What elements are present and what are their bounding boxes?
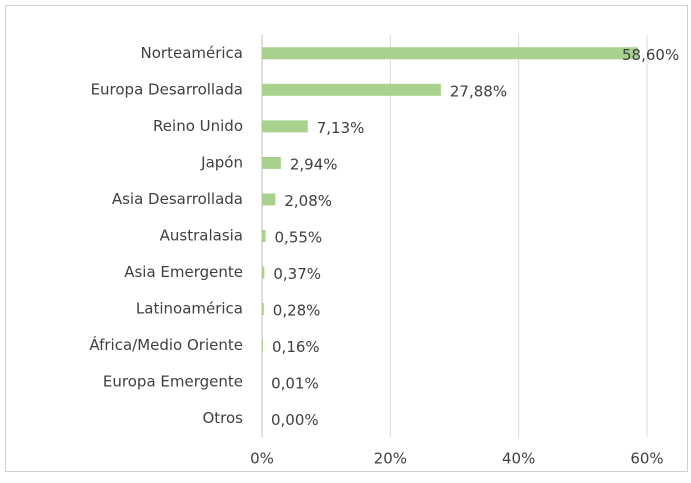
data-label: 0,00%	[271, 411, 319, 429]
data-label: 2,94%	[290, 155, 338, 173]
data-label: 0,16%	[272, 338, 320, 356]
bar	[262, 267, 264, 279]
data-label: 0,37%	[273, 265, 321, 283]
x-tick-label: 0%	[250, 450, 274, 468]
y-tick-label: Norteamérica	[141, 44, 243, 62]
x-tick-label: 40%	[502, 450, 535, 468]
bar	[262, 47, 638, 59]
chart-border	[6, 6, 688, 472]
y-tick-label: Latinoamérica	[136, 300, 243, 318]
data-label: 27,88%	[450, 82, 507, 100]
bar	[262, 230, 266, 242]
bar	[262, 340, 263, 352]
y-tick-label: Europa Desarrollada	[91, 80, 243, 98]
bar	[262, 120, 308, 132]
bar	[262, 157, 281, 169]
x-tick-label: 20%	[374, 450, 407, 468]
y-tick-label: Reino Unido	[153, 117, 243, 135]
data-label: 0,55%	[275, 229, 323, 247]
data-label: 2,08%	[284, 192, 332, 210]
data-label: 0,28%	[273, 302, 321, 320]
data-label: 7,13%	[317, 119, 365, 137]
y-tick-label: Japón	[200, 153, 243, 171]
bar	[262, 193, 275, 205]
data-label: 0,01%	[271, 375, 319, 393]
y-tick-label: Europa Emergente	[103, 373, 243, 391]
y-tick-label: Australasia	[160, 227, 243, 245]
bar	[262, 303, 264, 315]
x-tick-label: 60%	[630, 450, 663, 468]
y-tick-label: Asia Emergente	[124, 263, 243, 281]
y-tick-label: Asia Desarrollada	[112, 190, 243, 208]
y-tick-label: África/Medio Oriente	[89, 335, 243, 354]
bar	[262, 84, 441, 96]
y-tick-label: Otros	[202, 409, 243, 427]
data-label: 58,60%	[622, 46, 679, 64]
